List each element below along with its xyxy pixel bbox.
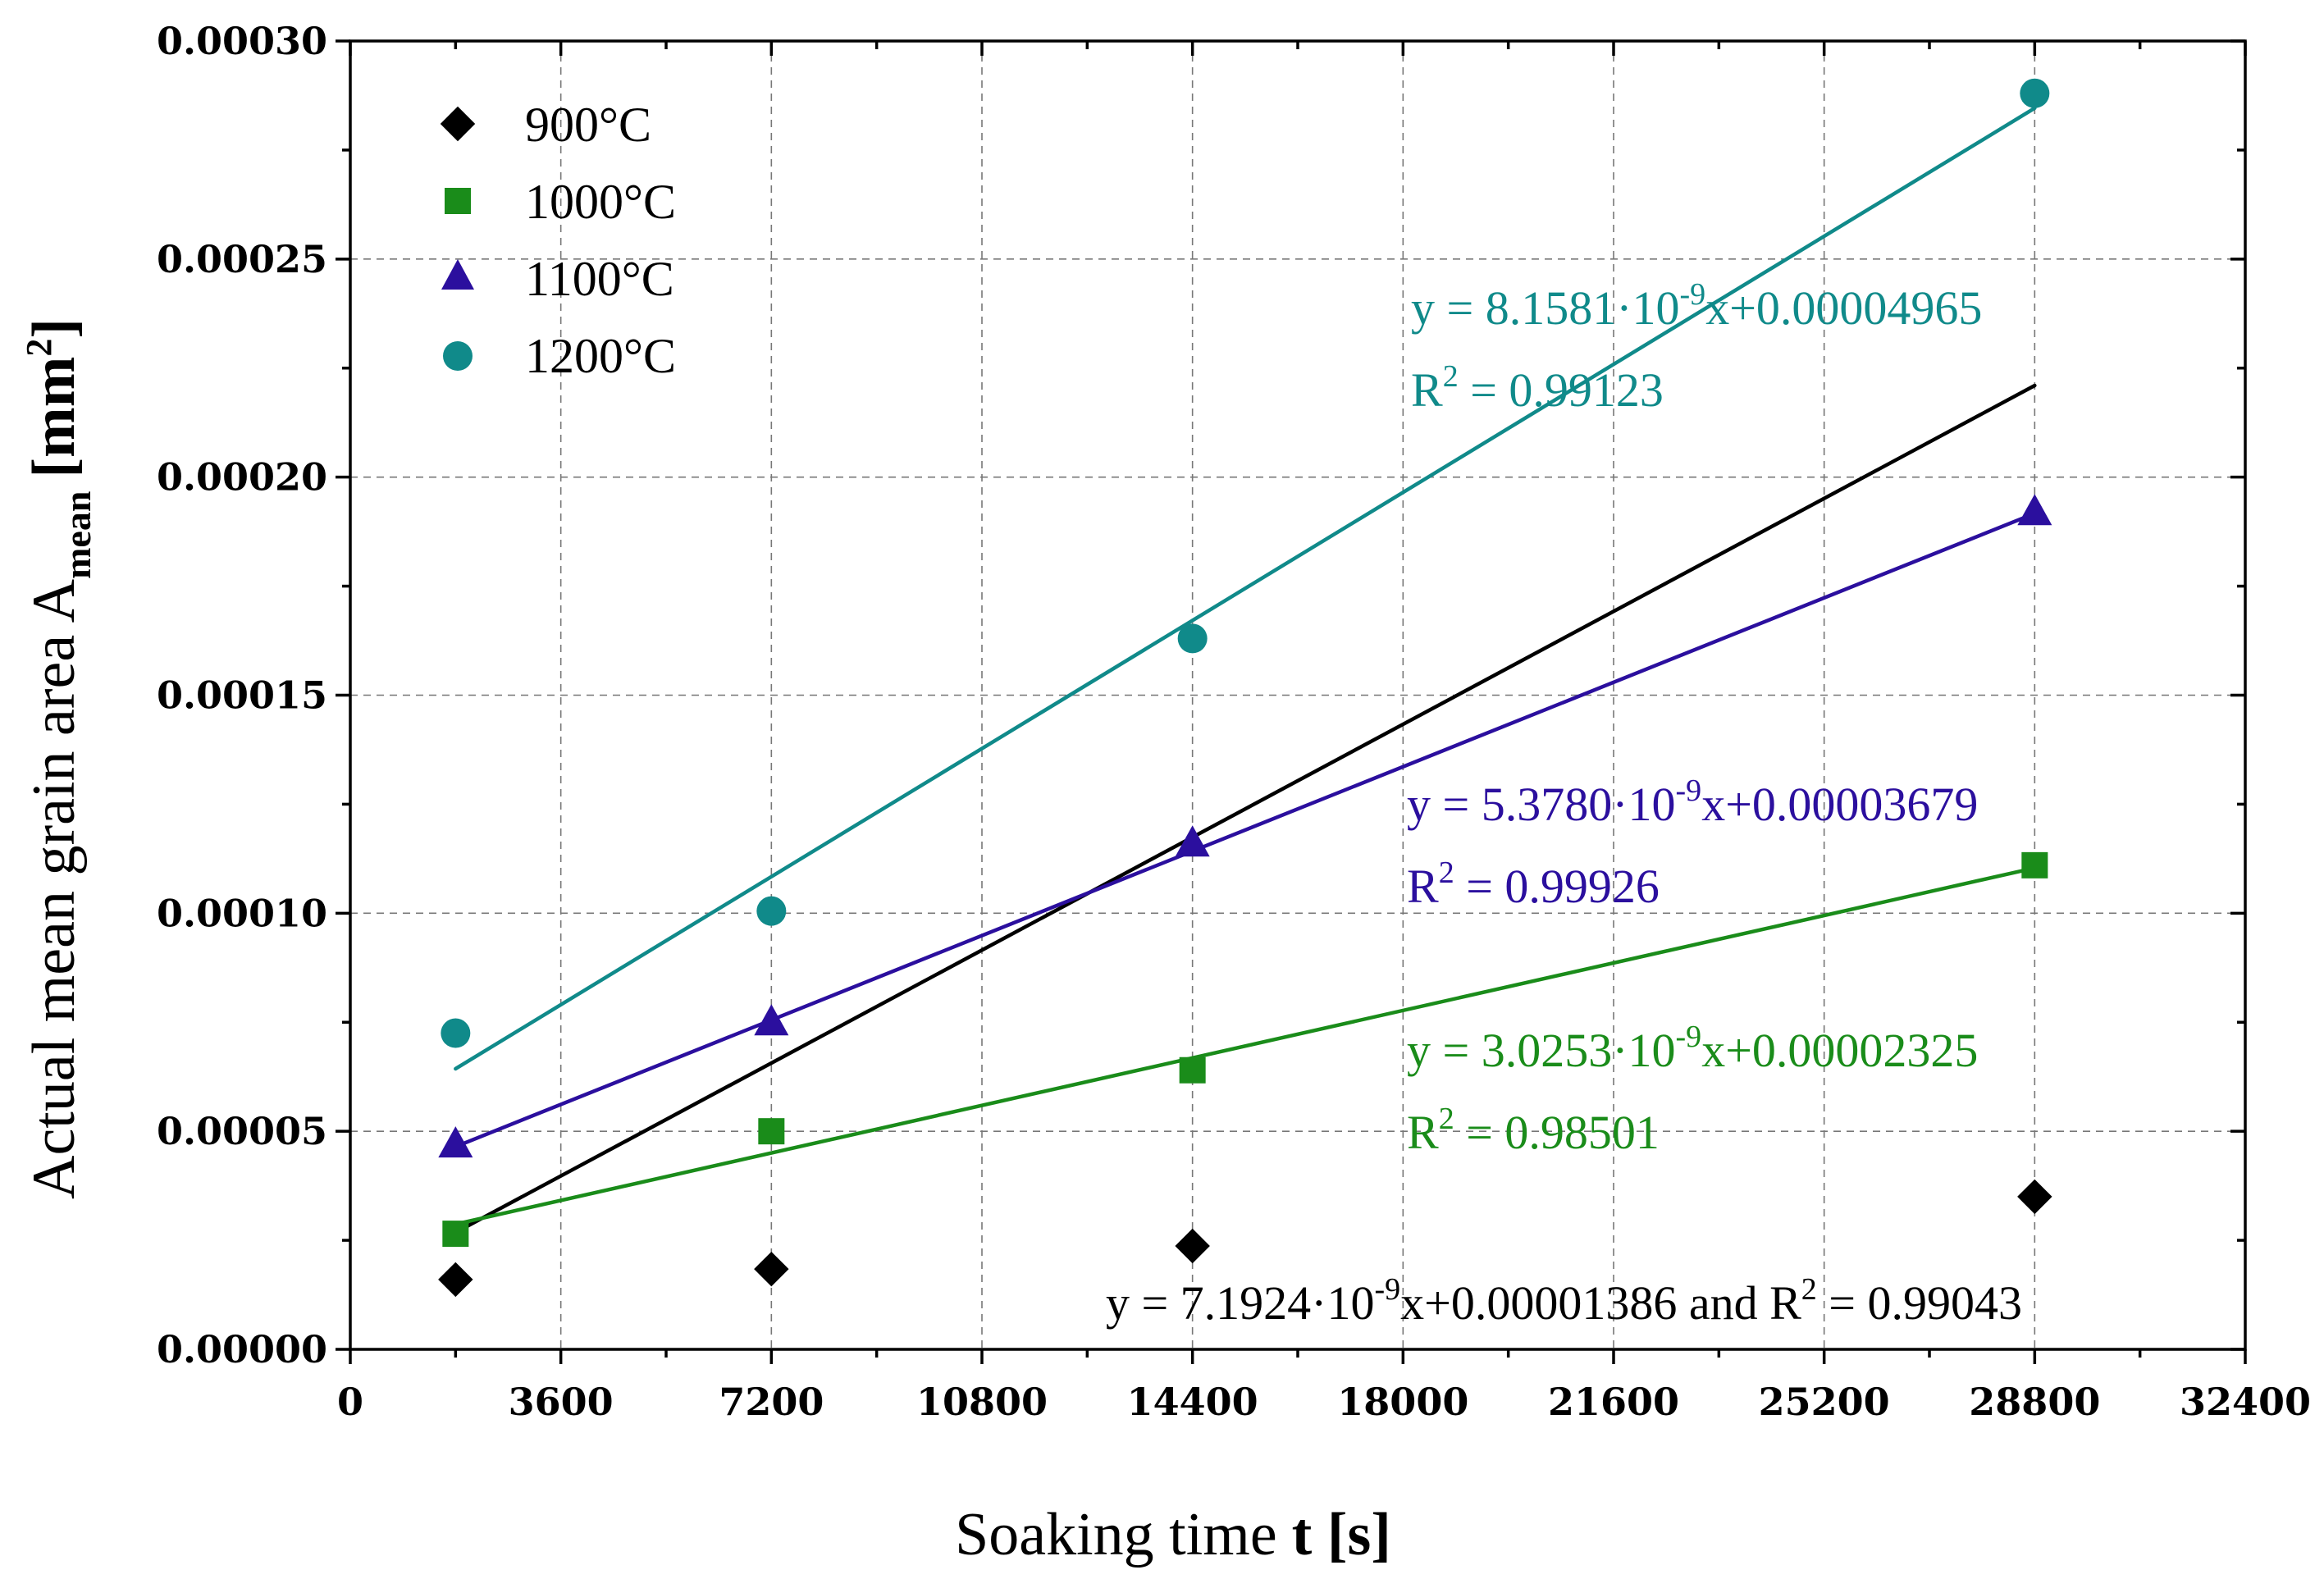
x-tick-label: 18000: [1337, 1380, 1468, 1424]
legend: 900°C 1000°C 1100°C 1200°C: [440, 98, 676, 383]
data-point-triangle: [438, 1126, 473, 1158]
data-point-circle: [756, 896, 787, 926]
x-tick-label: 28800: [1969, 1380, 2100, 1424]
data-point-diamond: [754, 1251, 789, 1287]
x-tick-label: 3600: [509, 1380, 614, 1424]
y-tick-label: 0.00025: [157, 237, 327, 281]
data-point-diamond: [1175, 1228, 1210, 1264]
legend-item-1200: 1200°C: [443, 329, 676, 383]
y-tick-labels: 0.00000 0.00005 0.00010 0.00015 0.00020 0.000…: [157, 19, 327, 1371]
data-point-circle: [1177, 623, 1208, 654]
equation-1200-line1: y = 8.1581·10-9x+0.00004965: [1411, 277, 1982, 335]
data-point-square: [758, 1118, 785, 1145]
x-tick-label: 0: [337, 1380, 363, 1424]
equation-900: y = 7.1924·10-9x+0.00001386 and R2 = 0.9…: [1106, 1272, 2022, 1330]
x-tick-label: 32400: [2180, 1380, 2311, 1424]
fit-line: [454, 106, 2037, 1071]
data-point-diamond: [2017, 1179, 2052, 1215]
y-tick-label: 0.00030: [157, 19, 327, 63]
legend-item-1100: 1100°C: [441, 252, 674, 306]
equation-1100-line1: y = 5.3780·10-9x+0.00003679: [1407, 774, 1978, 831]
fit-lines: [454, 106, 2037, 1234]
data-markers: [438, 78, 2052, 1298]
x-tick-label: 10800: [916, 1380, 1048, 1424]
equation-1000-r2: R2 = 0.98501: [1407, 1102, 1660, 1159]
data-point-triangle: [754, 1004, 789, 1036]
y-tick-label: 0.00000: [157, 1327, 327, 1371]
data-point-diamond: [438, 1262, 473, 1298]
equation-1200-r2: R2 = 0.99123: [1411, 359, 1664, 417]
legend-label-1100: 1100°C: [525, 252, 674, 306]
data-point-triangle: [2017, 494, 2052, 526]
x-tick-labels: 0 3600 7200 10800 14400 18000 21600 25200 28800 3…: [337, 1380, 2311, 1424]
data-point-square: [442, 1221, 469, 1248]
grid: [350, 41, 2245, 1349]
equation-1000-line1: y = 3.0253·10-9x+0.00002325: [1407, 1020, 1978, 1077]
legend-marker-circle: [443, 341, 473, 371]
x-tick-label: 7200: [719, 1380, 824, 1424]
legend-item-1000: 1000°C: [445, 175, 676, 229]
legend-label-1200: 1200°C: [525, 329, 676, 383]
fit-line: [454, 383, 2037, 1234]
equation-1100: y = 5.3780·10-9x+0.00003679 R2 = 0.99926: [1407, 774, 1978, 913]
fit-line: [454, 511, 2037, 1149]
data-point-square: [2021, 851, 2048, 878]
y-tick-label: 0.00015: [157, 673, 327, 718]
data-point-triangle: [1175, 825, 1210, 857]
axis-ticks: [336, 39, 2247, 1364]
x-tick-label: 21600: [1548, 1380, 1679, 1424]
data-point-square: [1179, 1056, 1206, 1084]
legend-label-1000: 1000°C: [525, 175, 676, 229]
equation-900-line1: y = 7.1924·10-9x+0.00001386 and R2 = 0.9…: [1106, 1272, 2022, 1330]
legend-marker-triangle: [441, 259, 474, 290]
y-axis-title: Actual mean grain area Amean[mm2]: [19, 318, 98, 1199]
legend-label-900: 900°C: [525, 98, 651, 152]
legend-marker-diamond: [440, 106, 476, 142]
x-tick-label: 14400: [1127, 1380, 1258, 1424]
x-axis-title: Soaking time t [s]: [955, 1501, 1391, 1568]
data-point-circle: [2020, 78, 2050, 108]
data-point-circle: [441, 1018, 471, 1048]
y-tick-label: 0.00010: [157, 891, 327, 935]
equation-1200: y = 8.1581·10-9x+0.00004965 R2 = 0.99123: [1411, 277, 1982, 417]
y-tick-label: 0.00020: [157, 455, 327, 500]
equation-1100-r2: R2 = 0.99926: [1407, 856, 1660, 913]
equation-1000: y = 3.0253·10-9x+0.00002325 R2 = 0.98501: [1407, 1020, 1978, 1159]
legend-item-900: 900°C: [440, 98, 651, 152]
y-tick-label: 0.00005: [157, 1109, 327, 1153]
x-tick-label: 25200: [1759, 1380, 1890, 1424]
fit-line: [454, 865, 2037, 1226]
legend-marker-square: [445, 188, 471, 214]
